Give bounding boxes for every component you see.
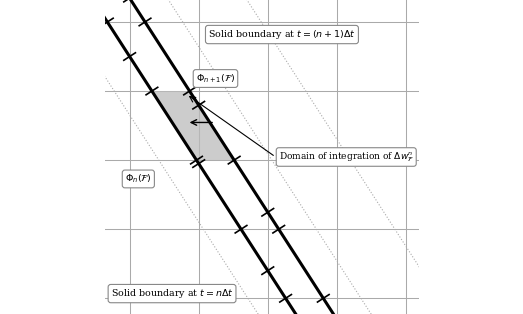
Polygon shape [152,91,234,160]
Text: Domain of integration of $\Delta w^n_{\mathcal{F}}$: Domain of integration of $\Delta w^n_{\m… [279,150,414,164]
Text: $\Phi_n(\mathcal{F})$: $\Phi_n(\mathcal{F})$ [125,173,152,185]
Text: Solid boundary at $t = (n+1)\Delta t$: Solid boundary at $t = (n+1)\Delta t$ [208,28,356,41]
Text: $\Phi_{n+1}(\mathcal{F})$: $\Phi_{n+1}(\mathcal{F})$ [196,72,235,85]
Text: Solid boundary at $t = n\Delta t$: Solid boundary at $t = n\Delta t$ [111,287,233,300]
